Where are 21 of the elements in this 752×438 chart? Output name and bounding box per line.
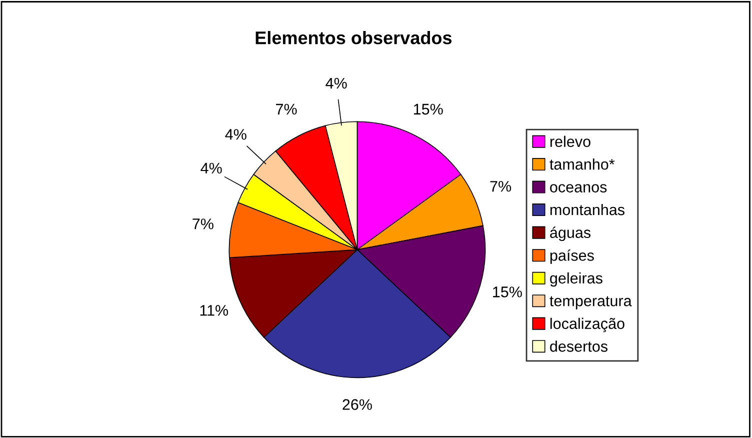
data-label: 15% [493,286,522,298]
legend-label: temperatura [550,296,632,310]
legend-label: montanhas [550,204,624,216]
data-label: 4% [225,129,246,140]
legend-label: tamanho* [550,158,615,170]
legend-label: desertos [550,340,608,352]
chart-title: Elementos observados [256,31,452,44]
data-label: 15% [414,104,443,115]
legend-label: localização [550,318,624,332]
legend-label: relevo [550,136,590,148]
data-label: 4% [326,78,347,89]
legend-label: países [550,249,594,264]
data-label: 11% [200,305,228,316]
legend-label: águas [550,226,591,242]
data-label: 4% [200,162,222,174]
data-label: 7% [276,104,297,115]
legend-label: geleiras [550,272,602,287]
data-label: 7% [192,218,214,230]
legend-label: oceanos [550,184,607,192]
data-label: 26% [342,399,372,410]
data-label: 7% [490,180,512,192]
